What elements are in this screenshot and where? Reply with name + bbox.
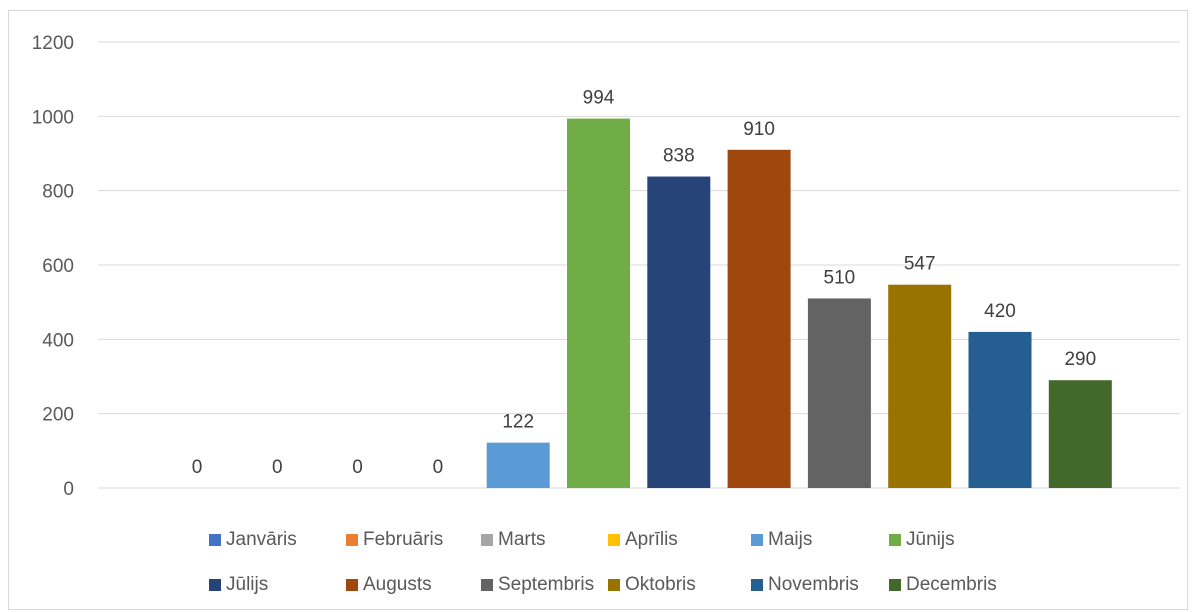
- data-label: 838: [663, 146, 695, 167]
- y-tick-label: 800: [42, 182, 74, 203]
- data-label: 122: [502, 412, 534, 433]
- bar-decembris: [1048, 380, 1112, 488]
- data-label: 0: [272, 457, 283, 478]
- y-tick-label: 600: [42, 256, 74, 277]
- bar-jūnijs: [567, 118, 630, 489]
- data-label: 420: [984, 301, 1016, 322]
- y-tick-label: 0: [63, 479, 74, 500]
- data-label: 0: [352, 457, 363, 478]
- data-label: 290: [1064, 349, 1096, 370]
- data-label: 910: [743, 119, 775, 140]
- data-label: 547: [904, 254, 936, 275]
- bar-novembris: [968, 331, 1032, 488]
- bar-septembris: [807, 298, 871, 488]
- bars: [486, 118, 1112, 489]
- y-tick-label: 1200: [32, 33, 74, 54]
- y-tick-label: 400: [42, 330, 74, 351]
- data-label: 994: [583, 88, 615, 109]
- data-labels: 0 0 0 0 122 994 838 910 510 547 420 290: [192, 88, 1096, 478]
- y-axis-ticks: 0 200 400 600 800 1000 1200: [32, 33, 74, 500]
- bar-oktobris: [888, 284, 952, 488]
- bar-augusts: [727, 149, 791, 489]
- data-label: 0: [192, 457, 203, 478]
- y-tick-label: 200: [42, 405, 74, 426]
- data-label: 0: [433, 457, 444, 478]
- data-label: 510: [824, 267, 856, 288]
- bar-jūlijs: [647, 176, 711, 488]
- bar-maijs: [486, 442, 550, 488]
- y-tick-label: 1000: [32, 107, 74, 128]
